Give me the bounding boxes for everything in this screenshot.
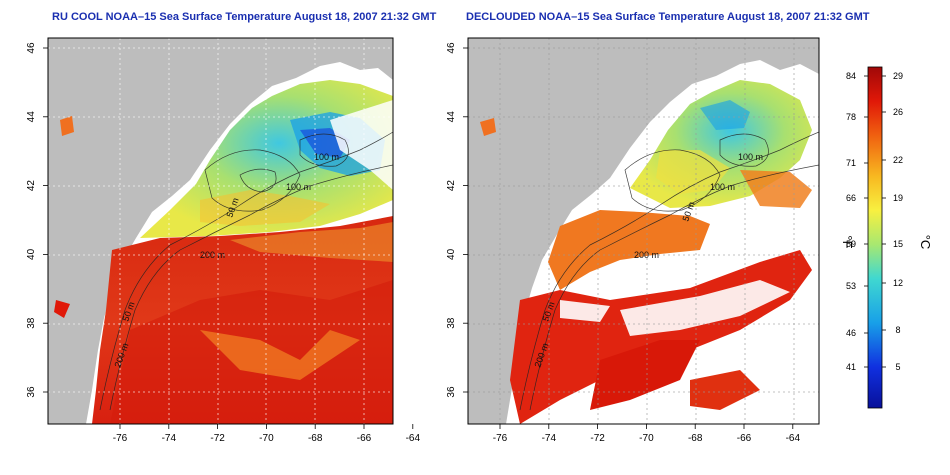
y-tick-label: 42 <box>26 180 37 192</box>
y-tick-label: 36 <box>446 386 457 398</box>
c-tick-label: 22 <box>893 155 903 165</box>
f-tick-label: 78 <box>846 112 856 122</box>
x-tick-label: -68 <box>688 433 703 444</box>
colorbar <box>867 66 883 409</box>
land-mass <box>48 38 393 424</box>
c-tick-label: 26 <box>893 107 903 117</box>
celsius-label: °C <box>918 235 933 250</box>
right-map-axes: -76 -74 -72 -70 -68 -66 -64 36 38 40 42 44 46 <box>446 42 800 444</box>
contour-label: 200 m <box>634 250 659 260</box>
x-tick-label: -76 <box>493 433 508 444</box>
left-map-axes: -76 -74 -72 -70 -68 -66 -64 36 38 40 42 44 46 <box>26 42 420 444</box>
left-map-title: RU COOL NOAA–15 Sea Surface Temperature … <box>52 11 437 23</box>
contour-label: 200 m <box>200 250 225 260</box>
left-map-frame <box>47 37 394 425</box>
x-tick-label: -66 <box>737 433 752 444</box>
x-tick-label: -70 <box>639 433 654 444</box>
y-tick-label: 36 <box>26 386 37 398</box>
contour-label: 100 m <box>286 182 311 192</box>
colorbar-ticks: 84 78 71 66 59 53 46 41 29 26 22 19 15 12 8 5 <box>846 71 903 372</box>
y-tick-label: 40 <box>446 248 457 260</box>
x-tick-label: -66 <box>357 433 372 444</box>
left-map: 100 m 100 m 50 m 200 m 50 m 200 m <box>48 38 393 424</box>
f-tick-label: 71 <box>846 158 856 168</box>
x-tick-label: -64 <box>406 433 421 444</box>
f-tick-label: 53 <box>846 281 856 291</box>
y-tick-label: 40 <box>26 248 37 260</box>
fahrenheit-label: °F <box>840 235 855 248</box>
x-tick-label: -68 <box>308 433 323 444</box>
y-tick-label: 44 <box>26 111 37 123</box>
c-tick-label: 19 <box>893 193 903 203</box>
right-map: 100 m 100 m 50 m 200 m 50 m 200 m <box>468 38 819 424</box>
f-tick-label: 84 <box>846 71 856 81</box>
x-tick-label: -76 <box>113 433 128 444</box>
right-map-frame <box>467 37 820 425</box>
c-tick-label: 12 <box>893 278 903 288</box>
c-tick-label: 29 <box>893 71 903 81</box>
c-tick-label: 5 <box>895 362 900 372</box>
y-tick-label: 46 <box>446 42 457 54</box>
c-tick-label: 8 <box>895 325 900 335</box>
y-tick-label: 38 <box>446 317 457 329</box>
x-tick-label: -72 <box>590 433 605 444</box>
x-tick-label: -72 <box>210 433 225 444</box>
x-tick-label: -64 <box>786 433 801 444</box>
x-tick-label: -70 <box>259 433 274 444</box>
y-tick-label: 44 <box>446 111 457 123</box>
f-tick-label: 66 <box>846 193 856 203</box>
y-tick-label: 42 <box>446 180 457 192</box>
contour-label: 100 m <box>738 152 763 162</box>
contour-label: 100 m <box>710 182 735 192</box>
land-mass <box>468 38 819 424</box>
f-tick-label: 59 <box>846 239 856 249</box>
warm-water <box>548 210 710 290</box>
c-tick-label: 15 <box>893 239 903 249</box>
x-tick-label: -74 <box>542 433 557 444</box>
f-tick-label: 46 <box>846 328 856 338</box>
contour-label: 100 m <box>314 152 339 162</box>
x-tick-label: -74 <box>162 433 177 444</box>
y-tick-label: 38 <box>26 317 37 329</box>
right-map-title: DECLOUDED NOAA–15 Sea Surface Temperatur… <box>466 11 870 23</box>
f-tick-label: 41 <box>846 362 856 372</box>
y-tick-label: 46 <box>26 42 37 54</box>
